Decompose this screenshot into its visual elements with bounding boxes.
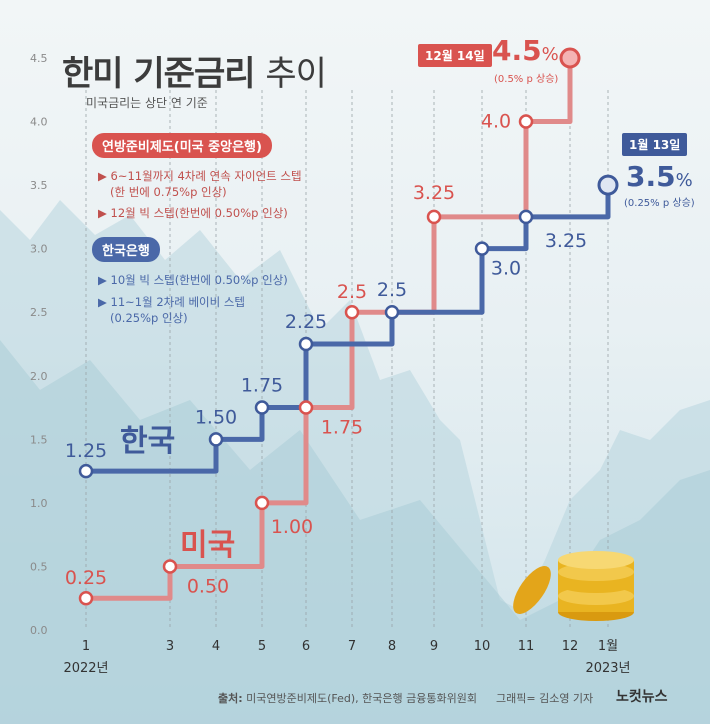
- bok-note-1: ▶ 10월 빅 스텝(한번에 0.50%p 인상): [98, 273, 288, 287]
- fed-note-3: ▶ 12월 빅 스텝(한번에 0.50%p 인상): [98, 206, 288, 220]
- data-point-us: [518, 114, 534, 129]
- data-point-kr: [254, 400, 270, 415]
- title-thin: 추이: [265, 54, 327, 94]
- page-subtitle: 미국금리는 상단 연 기준: [86, 96, 208, 110]
- fed-note-1: ▶ 6~11월까지 4차례 연속 자이언트 스텝: [98, 169, 302, 183]
- y-tick-label: 1.0: [30, 497, 48, 510]
- data-point-kr: [518, 209, 534, 225]
- data-label-kr: 1.50: [195, 406, 237, 428]
- data-label-us: 2.5: [337, 281, 367, 303]
- data-label-kr: 2.5: [377, 279, 407, 301]
- data-point-us: [426, 209, 442, 225]
- series-label-kr: 한국: [120, 424, 176, 459]
- y-tick-label: 4.0: [30, 116, 48, 129]
- us-callout-value: 4.5%: [492, 34, 559, 67]
- x-year-label: 2023년: [585, 661, 630, 676]
- kr-callout-note: (0.25% p 상승): [624, 198, 695, 209]
- data-point-kr: [298, 336, 314, 352]
- bok-label: 한국은행: [92, 237, 160, 262]
- series-label-us: 미국: [180, 528, 236, 563]
- us-callout-note: (0.5% p 상승): [494, 74, 559, 85]
- data-point-kr: [208, 432, 224, 447]
- data-label-kr: 3.25: [545, 230, 587, 252]
- page-title: 한미 기준금리 추이: [62, 46, 327, 95]
- data-point-kr: [474, 241, 490, 256]
- kr-callout-unit: %: [675, 170, 693, 191]
- us-callout-number: 4.5: [492, 34, 542, 67]
- data-label-us: 1.75: [321, 417, 363, 439]
- news-logo: 노컷뉴스: [616, 689, 668, 705]
- series-line-kr: [86, 185, 611, 474]
- bok-note-3: (0.25%p 인상): [110, 311, 188, 325]
- y-tick-label: 2.0: [30, 370, 48, 383]
- title-main: 한미 기준금리: [62, 54, 256, 94]
- data-point-us: [254, 495, 270, 511]
- kr-callout-value: 3.5%: [626, 160, 693, 193]
- x-tick-label: 1월: [598, 639, 618, 654]
- data-label-kr: 1.75: [241, 375, 283, 397]
- data-point-us: [344, 304, 360, 320]
- data-label-us: 1.00: [271, 516, 313, 538]
- graphic-credit: 그래픽= 김소영 기자: [496, 692, 594, 705]
- data-point-us: [298, 400, 314, 415]
- source-label: 출처:: [218, 692, 243, 705]
- data-label-us: 0.25: [65, 567, 107, 589]
- data-point-kr: [78, 463, 94, 479]
- x-year-label: 2022년: [63, 661, 108, 676]
- x-tick-label: 6: [302, 639, 310, 654]
- source-credit: 출처: 미국연방준비제도(Fed), 한국은행 금융통화위원회: [218, 690, 477, 706]
- fed-note-2: (한 번에 0.75%p 인상): [110, 185, 227, 199]
- y-tick-label: 0.0: [30, 624, 48, 637]
- fed-label: 연방준비제도(미국 중앙은행): [92, 133, 272, 158]
- y-tick-label: 2.5: [30, 306, 48, 319]
- y-tick-label: 1.5: [30, 433, 48, 446]
- coins-illustration: [513, 551, 634, 621]
- x-tick-label: 10: [474, 639, 491, 654]
- data-label-kr: 2.25: [285, 311, 327, 333]
- x-tick-label: 1: [82, 639, 90, 654]
- y-tick-label: 4.5: [30, 52, 48, 65]
- x-tick-label: 5: [258, 639, 266, 654]
- data-label-us: 3.25: [413, 182, 455, 204]
- series-line-us: [86, 58, 573, 601]
- x-tick-label: 7: [348, 639, 356, 654]
- x-tick-label: 9: [430, 639, 438, 654]
- data-label-us: 4.0: [481, 111, 511, 133]
- x-tick-label: 11: [518, 639, 535, 654]
- data-point-kr: [384, 304, 400, 320]
- x-tick-label: 4: [212, 639, 220, 654]
- data-point-us: [78, 590, 94, 606]
- data-point-us: [162, 559, 178, 574]
- us-callout-unit: %: [541, 44, 559, 65]
- kr-callout-number: 3.5: [626, 160, 676, 193]
- bok-note-2: ▶ 11~1월 2차례 베이비 스텝: [98, 295, 246, 309]
- data-point-kr: [597, 174, 619, 196]
- y-tick-label: 3.0: [30, 243, 48, 256]
- background-mountain-front: [0, 340, 710, 724]
- source-text: 미국연방준비제도(Fed), 한국은행 금융통화위원회: [246, 692, 477, 705]
- y-tick-label: 3.5: [30, 179, 48, 192]
- x-tick-label: 12: [562, 639, 579, 654]
- x-tick-label: 3: [166, 639, 174, 654]
- data-label-kr: 3.0: [491, 258, 521, 280]
- us-callout-date: 12월 14일: [418, 44, 492, 67]
- x-tick-label: 8: [388, 639, 396, 654]
- data-label-kr: 1.25: [65, 440, 107, 462]
- data-label-us: 0.50: [187, 575, 229, 597]
- kr-callout-date: 1월 13일: [622, 133, 688, 156]
- data-point-us: [559, 47, 581, 69]
- y-tick-label: 0.5: [30, 560, 48, 573]
